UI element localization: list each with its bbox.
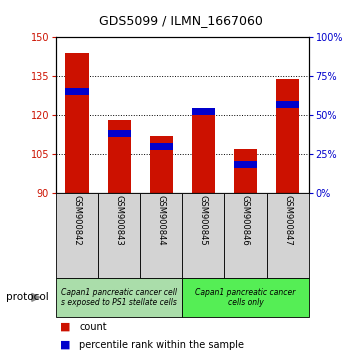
Text: ■: ■ (60, 322, 70, 332)
Bar (182, 193, 225, 278)
Text: GSM900845: GSM900845 (199, 195, 208, 246)
Text: protocol: protocol (6, 292, 49, 302)
Bar (65, 88, 88, 95)
Bar (192, 108, 215, 115)
Text: GSM900844: GSM900844 (157, 195, 166, 246)
Text: percentile rank within the sample: percentile rank within the sample (79, 340, 244, 350)
Text: GSM900847: GSM900847 (283, 195, 292, 246)
Bar (276, 101, 299, 108)
Bar (266, 193, 309, 278)
Bar (225, 193, 266, 278)
Text: GDS5099 / ILMN_1667060: GDS5099 / ILMN_1667060 (99, 14, 262, 27)
Text: GSM900843: GSM900843 (115, 195, 123, 246)
Bar (192, 110, 215, 193)
Text: Capan1 pancreatic cancer
cells only: Capan1 pancreatic cancer cells only (195, 288, 296, 307)
Bar (56, 193, 98, 278)
Bar (108, 130, 131, 137)
Bar (276, 79, 299, 193)
Bar (234, 149, 257, 193)
Bar (65, 53, 88, 193)
Text: GSM900846: GSM900846 (241, 195, 250, 246)
Bar (150, 136, 173, 193)
Bar (56, 278, 182, 317)
Bar (182, 278, 309, 317)
Text: GSM900842: GSM900842 (73, 195, 82, 246)
Text: Capan1 pancreatic cancer cell
s exposed to PS1 stellate cells: Capan1 pancreatic cancer cell s exposed … (61, 288, 177, 307)
Bar (234, 161, 257, 169)
Text: count: count (79, 322, 107, 332)
Bar (150, 143, 173, 150)
Bar (140, 193, 182, 278)
Bar (98, 193, 140, 278)
Text: ■: ■ (60, 340, 70, 350)
Bar (108, 120, 131, 193)
